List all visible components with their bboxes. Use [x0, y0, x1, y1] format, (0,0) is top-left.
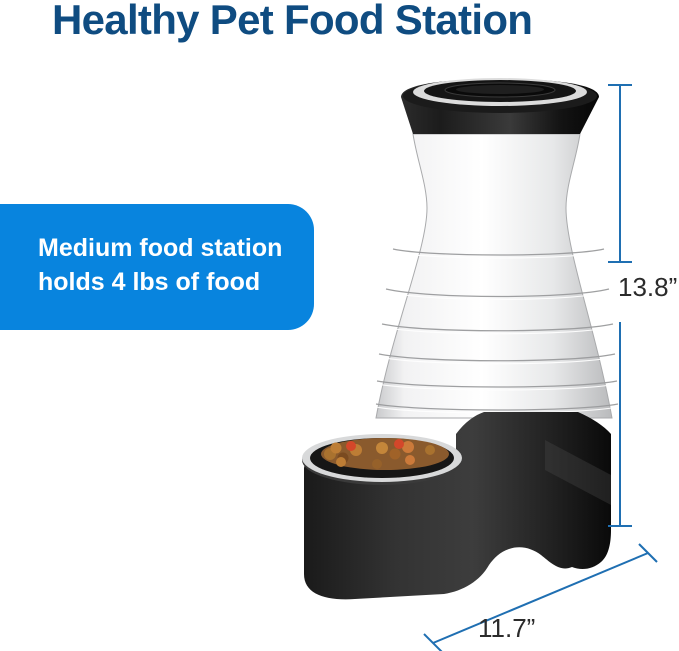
svg-text:13.8”: 13.8” [618, 272, 677, 302]
svg-text:11.7”: 11.7” [478, 613, 535, 643]
